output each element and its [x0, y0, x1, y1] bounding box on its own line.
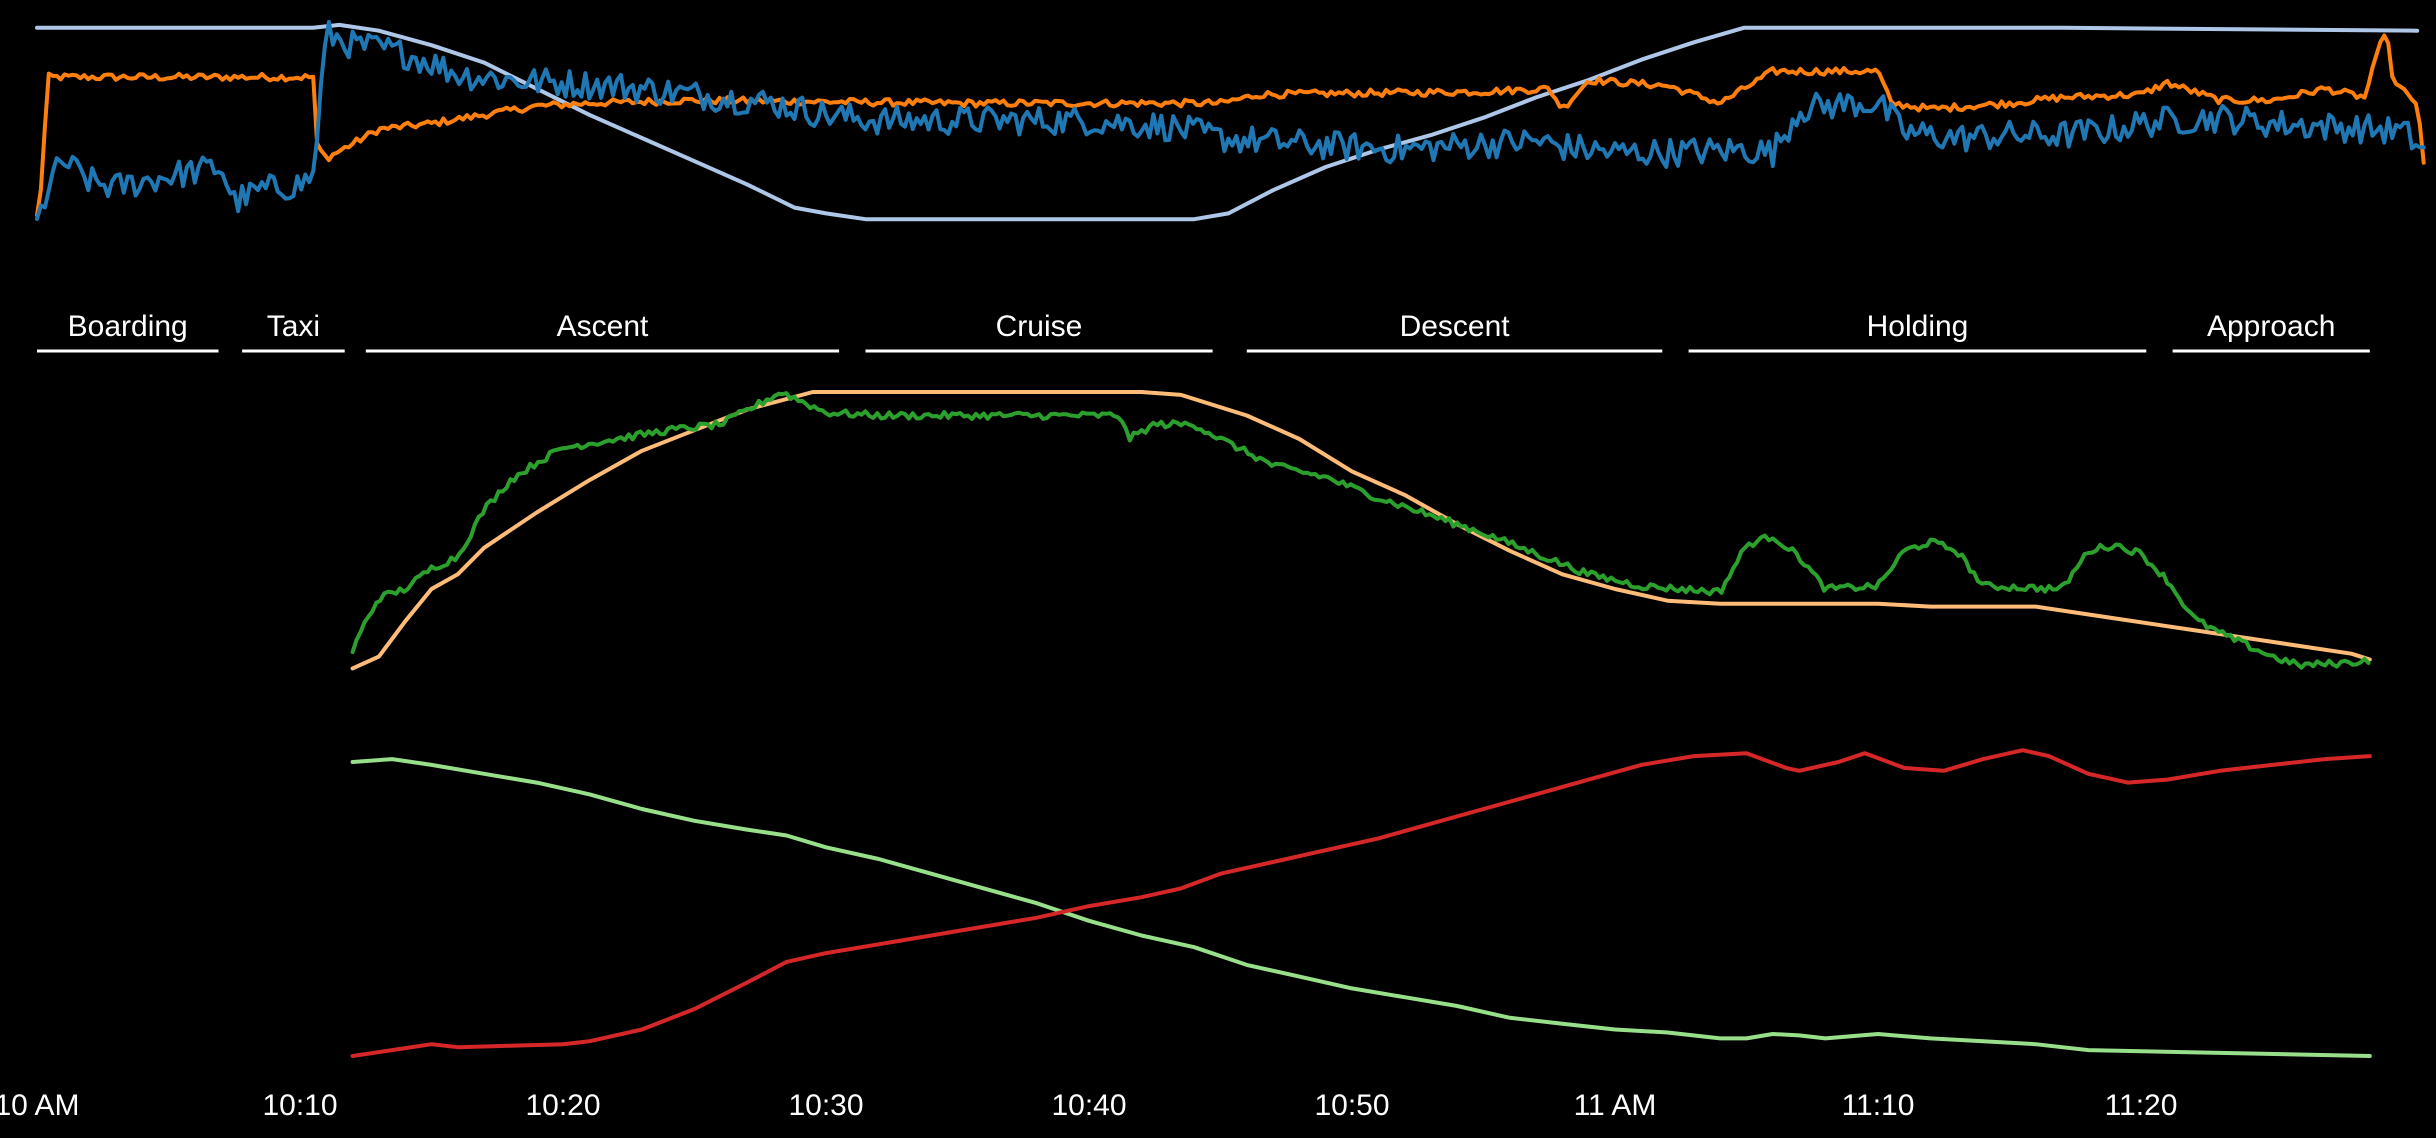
x-tick-label: 10:10 [262, 1089, 337, 1122]
x-tick-label: 10 AM [0, 1089, 80, 1122]
top-series-line-1 [35, 22, 2420, 222]
x-axis: 10 AM 10:10 10:20 10:30 10:40 10:50 11 AM 11:10… [0, 1089, 2177, 1122]
middle-series-line-2 [350, 391, 2371, 670]
x-tick-label: 10:40 [1051, 1089, 1126, 1122]
x-tick-label: 11:20 [2105, 1089, 2178, 1122]
bottom-series-line-1 [350, 757, 2372, 1058]
x-tick-label: 11:10 [1842, 1089, 1915, 1122]
bottom-panel [350, 748, 2372, 1058]
middle-panel [350, 390, 2372, 671]
x-tick-label: 10:30 [788, 1089, 863, 1122]
phase-label: Approach [2207, 310, 2335, 343]
phase-label: Cruise [996, 310, 1083, 343]
phase-label: Taxi [267, 310, 320, 343]
phase-label: Ascent [557, 310, 649, 343]
bottom-series-line-2 [350, 748, 2372, 1058]
top-series-line-3 [35, 19, 2426, 221]
top-panel [35, 19, 2426, 222]
x-tick-label: 11 AM [1574, 1089, 1657, 1122]
phase-labels: Boarding Taxi Ascent Cruise Descent Holding Ap… [37, 310, 2370, 353]
x-tick-label: 10:50 [1314, 1089, 1389, 1122]
x-tick-label: 10:20 [525, 1089, 600, 1122]
phase-label: Holding [1867, 310, 1969, 343]
middle-series-line-1 [350, 390, 2372, 671]
phase-label: Descent [1400, 310, 1511, 343]
phase-label: Boarding [68, 310, 188, 343]
top-series-line-2 [35, 33, 2426, 218]
